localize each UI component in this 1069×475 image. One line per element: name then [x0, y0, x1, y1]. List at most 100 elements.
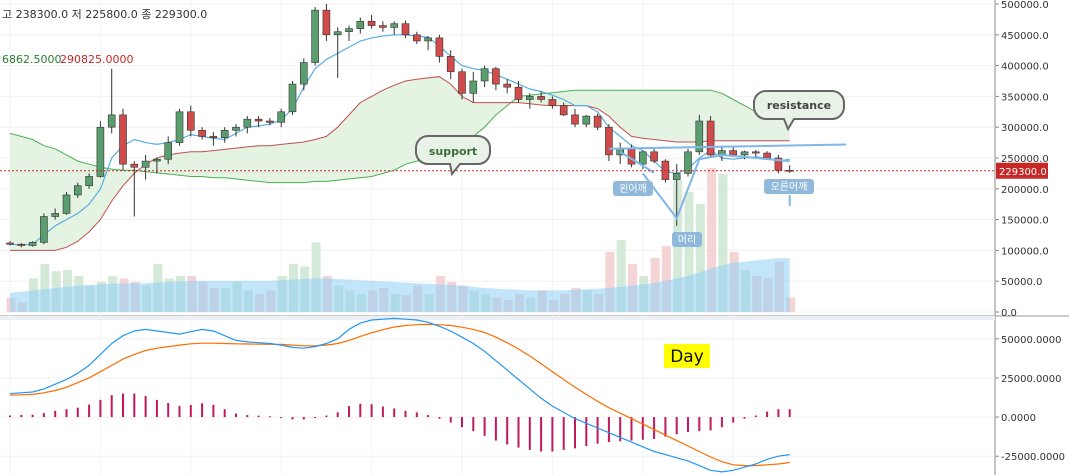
candle[interactable] [130, 163, 139, 168]
macd-histogram-bar [619, 417, 622, 442]
candle[interactable] [277, 111, 286, 123]
head-tag[interactable]: 머리 [672, 232, 702, 247]
candle[interactable] [40, 216, 48, 243]
candle[interactable] [424, 37, 432, 42]
candle[interactable] [288, 83, 297, 113]
candle[interactable] [412, 34, 421, 42]
candle[interactable] [729, 150, 738, 156]
candle[interactable] [232, 126, 240, 131]
candle[interactable] [164, 142, 172, 160]
candle[interactable] [638, 151, 647, 165]
candle[interactable] [774, 157, 783, 171]
candle[interactable] [492, 68, 500, 85]
candle[interactable] [96, 126, 105, 177]
candle[interactable] [85, 176, 93, 187]
macd-histogram-bar [528, 417, 531, 450]
candle[interactable] [119, 114, 127, 165]
candle[interactable] [153, 158, 161, 162]
macd-histogram-bar [246, 415, 249, 418]
macd-axis-label: 0.0000 [1001, 413, 1036, 424]
macd-histogram-bar [540, 417, 543, 452]
last-price-badge[interactable] [996, 162, 1048, 179]
candles-layer[interactable] [6, 4, 794, 248]
candle[interactable] [390, 23, 399, 28]
candle[interactable] [220, 129, 229, 138]
candle[interactable] [198, 129, 206, 137]
candle[interactable] [740, 151, 749, 156]
candle[interactable] [28, 242, 37, 246]
candle[interactable] [62, 194, 71, 214]
candle[interactable] [480, 68, 489, 82]
candle[interactable] [175, 111, 184, 143]
candle[interactable] [243, 118, 252, 128]
candle[interactable] [537, 96, 545, 100]
candle[interactable] [379, 25, 387, 28]
candle[interactable] [6, 242, 14, 245]
candle[interactable] [345, 28, 353, 33]
candle[interactable] [435, 37, 444, 57]
last-price-label: 229300.0 [999, 167, 1047, 178]
candle[interactable] [469, 80, 478, 94]
support-callout[interactable]: support [415, 135, 491, 177]
volume-bar [684, 192, 694, 312]
candle[interactable] [401, 23, 410, 36]
price-axis-label: 0.0 [1001, 308, 1017, 319]
candle[interactable] [356, 20, 365, 29]
candle[interactable] [650, 151, 658, 162]
kijun-line [10, 76, 790, 251]
candle[interactable] [74, 185, 82, 196]
candle[interactable] [706, 120, 715, 156]
candle[interactable] [446, 56, 455, 73]
head-shoulders-pattern-layer [608, 143, 847, 221]
price-axis-label: 50000.0 [1001, 277, 1042, 288]
resistance-callout[interactable]: resistance [753, 90, 845, 132]
macd-histogram-bar [506, 417, 509, 445]
candle[interactable] [514, 86, 523, 100]
macd-histogram-bar [483, 417, 486, 436]
macd-histogram-bar [427, 415, 430, 418]
candle[interactable] [141, 160, 150, 168]
candle[interactable] [672, 173, 681, 180]
macd-histogram-bar [381, 406, 384, 418]
candle[interactable] [525, 96, 534, 100]
left-shoulder-tag[interactable]: 왼어깨 [613, 181, 653, 196]
price-axis-label: 200000.0 [1001, 185, 1049, 196]
macd-histogram-bar [257, 415, 260, 418]
macd-histogram-bar [167, 402, 170, 418]
candle[interactable] [333, 31, 342, 36]
candle[interactable] [311, 9, 319, 63]
candle[interactable] [548, 99, 557, 106]
price-axis-layer[interactable]: 0.0 50000.0 100000.0 150000.0 200000.0 250000… [0, 0, 1065, 463]
volume-bar [718, 174, 728, 312]
candle[interactable] [751, 151, 760, 154]
candle[interactable] [763, 152, 771, 159]
macd-histogram-bar [720, 417, 723, 428]
macd-histogram-bar [65, 409, 68, 418]
candle[interactable] [299, 62, 308, 85]
candle[interactable] [571, 114, 579, 125]
candle[interactable] [209, 136, 218, 138]
candle[interactable] [254, 118, 263, 122]
macd-histogram-bar [302, 417, 305, 420]
candle[interactable] [17, 243, 26, 246]
candle[interactable] [51, 213, 60, 217]
candle[interactable] [107, 114, 116, 128]
macd-histogram-bar [393, 408, 396, 418]
candle[interactable] [503, 83, 512, 88]
candle[interactable] [582, 115, 591, 125]
candle[interactable] [322, 9, 331, 36]
candle[interactable] [695, 120, 704, 153]
candle[interactable] [187, 111, 195, 131]
timeframe-tag: Day [664, 344, 710, 368]
candle[interactable] [684, 151, 692, 174]
candle[interactable] [266, 120, 274, 123]
candle[interactable] [458, 71, 466, 94]
macd-histogram-bar [359, 403, 362, 418]
candle[interactable] [559, 105, 568, 116]
candle[interactable] [593, 115, 602, 128]
candle[interactable] [605, 126, 613, 156]
right-shoulder-tag[interactable]: 오른어깨 [764, 179, 814, 194]
candle[interactable] [367, 20, 376, 26]
